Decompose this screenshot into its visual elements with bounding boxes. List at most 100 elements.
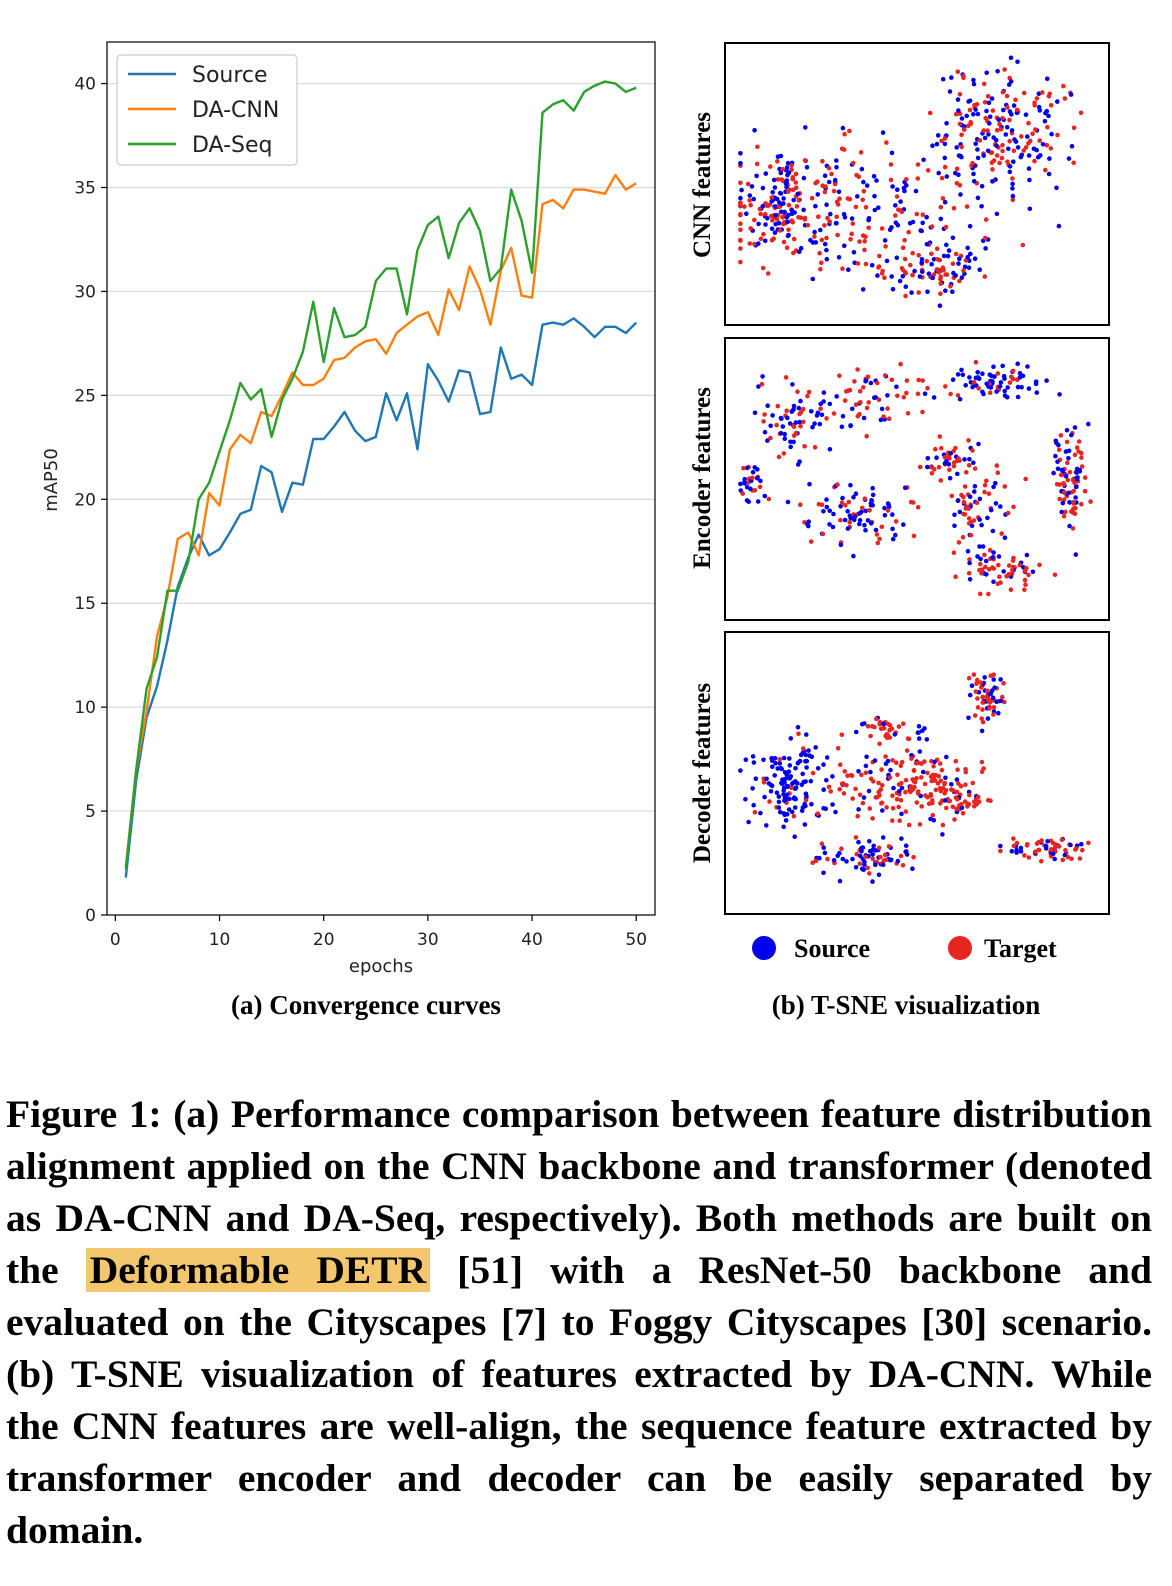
source-point <box>810 424 815 430</box>
target-point <box>948 391 953 397</box>
target-point <box>931 466 937 472</box>
target-point <box>863 770 869 776</box>
target-point <box>796 731 801 737</box>
source-point <box>1069 432 1074 438</box>
target-point <box>786 202 792 208</box>
x-tick-label: 50 <box>625 930 647 950</box>
target-point <box>1014 840 1020 846</box>
target-point <box>738 221 743 226</box>
target-point <box>762 412 767 417</box>
source-point <box>752 465 757 470</box>
target-point <box>988 798 993 803</box>
target-point <box>1076 449 1081 454</box>
target-point <box>802 444 807 449</box>
target-point <box>915 505 921 510</box>
target-point <box>939 175 945 181</box>
source-point <box>968 251 973 257</box>
target-point <box>916 253 921 258</box>
source-point <box>749 184 755 189</box>
source-point <box>795 191 801 197</box>
source-point <box>998 843 1003 849</box>
target-point <box>862 496 868 502</box>
source-point <box>758 810 763 816</box>
target-point <box>943 224 949 230</box>
source-point <box>1045 76 1050 82</box>
target-point <box>835 232 840 238</box>
target-point <box>774 216 780 222</box>
target-point <box>1072 480 1077 486</box>
source-point <box>792 805 798 810</box>
target-point <box>959 802 964 807</box>
target-point <box>816 501 822 507</box>
legend-marker-target <box>948 936 972 960</box>
target-point <box>950 261 956 267</box>
x-tick-label: 30 <box>417 930 439 950</box>
target-point <box>781 451 787 456</box>
target-point <box>857 861 863 866</box>
target-point <box>979 716 984 721</box>
target-point <box>775 403 781 409</box>
source-point <box>955 498 961 504</box>
target-point <box>1011 148 1017 154</box>
target-point <box>847 520 852 525</box>
source-point <box>760 204 766 209</box>
source-point <box>998 698 1004 704</box>
target-point <box>858 150 864 155</box>
target-point <box>862 239 867 244</box>
source-point <box>787 796 792 802</box>
source-point <box>875 273 880 278</box>
source-point <box>782 795 788 801</box>
source-point <box>991 579 996 585</box>
target-point <box>882 852 888 858</box>
source-point <box>790 382 795 387</box>
source-point <box>853 729 859 735</box>
source-point <box>972 256 978 262</box>
source-point <box>812 229 817 235</box>
source-point <box>785 499 791 505</box>
target-point <box>939 767 945 773</box>
target-point <box>938 281 943 286</box>
source-point <box>1056 223 1062 229</box>
target-point <box>1014 107 1020 113</box>
target-point <box>847 128 852 134</box>
target-point <box>984 694 989 700</box>
source-point <box>968 380 974 385</box>
target-point <box>940 786 946 791</box>
source-point <box>812 421 817 426</box>
source-point <box>943 775 948 781</box>
target-point <box>890 793 895 798</box>
target-point <box>1039 838 1044 843</box>
source-point <box>849 216 855 221</box>
target-point <box>951 788 956 793</box>
target-point <box>866 225 871 231</box>
source-point <box>801 207 806 213</box>
target-point <box>929 471 935 476</box>
target-point <box>1058 472 1064 478</box>
source-point <box>851 553 856 559</box>
source-point <box>1027 177 1032 183</box>
source-point <box>781 755 787 761</box>
source-point <box>967 577 973 582</box>
target-point <box>1071 125 1077 131</box>
source-point <box>848 482 853 488</box>
target-point <box>1072 511 1078 516</box>
target-point <box>854 851 859 857</box>
source-point <box>1017 371 1023 376</box>
target-point <box>1061 513 1067 519</box>
source-point <box>788 736 794 741</box>
source-point <box>925 464 930 470</box>
source-point <box>917 274 923 279</box>
source-point <box>756 241 761 246</box>
source-point <box>868 521 874 526</box>
source-point <box>855 194 860 199</box>
target-point <box>1022 853 1027 858</box>
target-point <box>879 801 884 806</box>
source-point <box>782 431 787 437</box>
source-point <box>1003 132 1009 137</box>
source-point <box>991 550 996 555</box>
source-point <box>838 542 844 548</box>
source-point <box>1002 388 1007 394</box>
target-point <box>1079 464 1085 469</box>
target-point <box>955 69 961 74</box>
source-point <box>984 108 989 114</box>
